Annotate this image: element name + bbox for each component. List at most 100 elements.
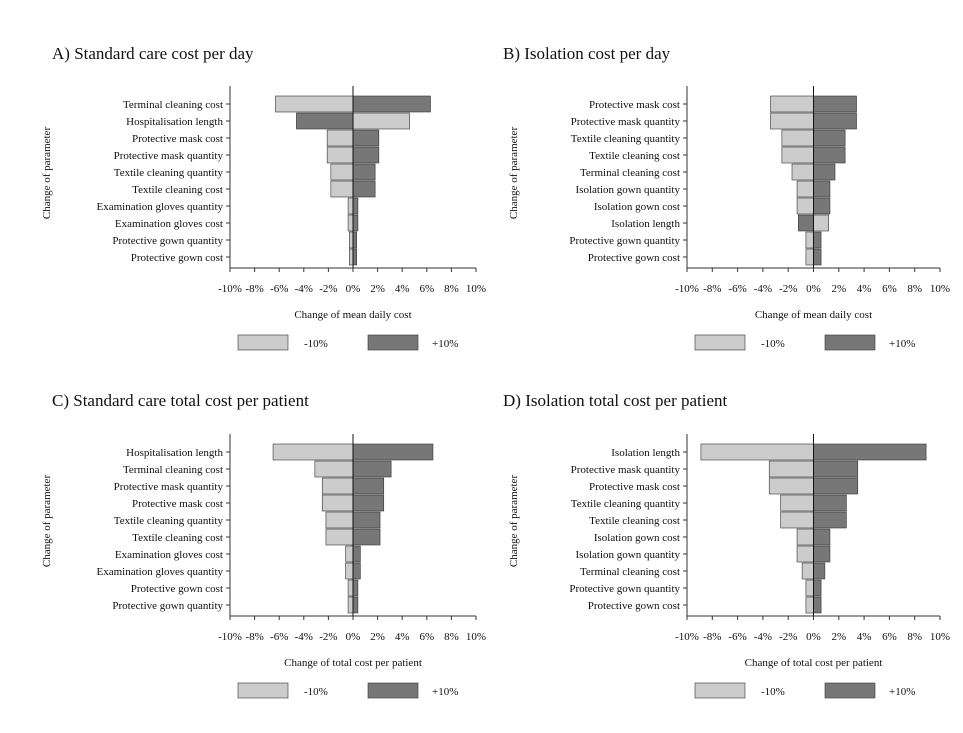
category-label: Protective gown quantity	[569, 583, 680, 595]
category-label: Protective mask cost	[589, 481, 680, 493]
panel-title: D) Isolation total cost per patient	[503, 391, 728, 410]
bar-minus-10	[805, 579, 814, 597]
bar-plus-10	[813, 95, 857, 113]
bar-minus-10	[347, 197, 354, 215]
x-tick-label: -10%	[675, 283, 699, 295]
x-tick-label: -2%	[779, 631, 797, 643]
y-axis-title: Change of parameter	[41, 475, 53, 568]
x-tick-label: -8%	[245, 283, 263, 295]
bar-minus-10	[770, 95, 814, 113]
category-label: Examination gloves quantity	[97, 201, 224, 213]
bar-minus-10	[314, 460, 354, 478]
bar-plus-10	[813, 477, 859, 495]
x-tick-label: -8%	[245, 631, 263, 643]
bar-plus-10	[813, 112, 857, 130]
legend-swatch-minus	[694, 334, 746, 351]
bar-plus-10	[798, 214, 814, 232]
category-label: Protective gown cost	[588, 252, 680, 264]
bar-minus-10	[781, 129, 814, 147]
bar-minus-10	[272, 443, 354, 461]
bar-minus-10	[330, 163, 354, 181]
category-label: Textile cleaning cost	[132, 184, 223, 196]
bar-plus-10	[352, 129, 380, 147]
x-tick-label: -4%	[295, 631, 313, 643]
category-label: Textile cleaning cost	[589, 515, 680, 527]
y-axis-title: Change of parameter	[41, 127, 53, 220]
x-tick-label: 10%	[930, 631, 950, 643]
bar-minus-10	[700, 443, 814, 461]
x-tick-label: 8%	[444, 283, 459, 295]
bar-minus-10	[347, 579, 354, 597]
legend-label-plus: +10%	[889, 338, 915, 350]
category-label: Isolation length	[611, 218, 680, 230]
x-tick-label: 2%	[370, 631, 385, 643]
bar-minus-10	[791, 163, 814, 181]
category-label: Protective mask quantity	[571, 116, 681, 128]
legend-swatch-minus	[694, 682, 746, 699]
category-label: Protective gown cost	[588, 600, 680, 612]
bar-minus-10	[325, 511, 354, 529]
x-tick-label: 2%	[370, 283, 385, 295]
bar-minus-10	[805, 596, 814, 614]
bar-plus-10	[352, 214, 359, 232]
bar-minus-10	[321, 494, 354, 512]
x-tick-label: 6%	[882, 631, 897, 643]
category-label: Textile cleaning quantity	[571, 133, 681, 145]
category-label: Protective mask cost	[589, 99, 680, 111]
legend-swatch-plus	[367, 682, 419, 699]
x-tick-label: 8%	[444, 631, 459, 643]
bar-minus-10	[781, 146, 814, 164]
x-tick-label: -2%	[319, 283, 337, 295]
x-tick-label: 10%	[466, 631, 486, 643]
x-axis-title: Change of mean daily cost	[294, 309, 411, 321]
x-tick-label: -2%	[779, 283, 797, 295]
bar-minus-10	[325, 528, 354, 546]
bar-minus-10	[347, 596, 354, 614]
bar-plus-10	[813, 528, 831, 546]
x-tick-label: -10%	[218, 283, 242, 295]
x-tick-label: 10%	[466, 283, 486, 295]
legend-swatch-plus	[367, 334, 419, 351]
bar-plus-10	[352, 494, 385, 512]
x-tick-label: 4%	[857, 631, 872, 643]
category-label: Isolation gown cost	[594, 532, 680, 544]
bar-minus-10	[321, 477, 354, 495]
category-label: Protective mask quantity	[571, 464, 681, 476]
category-label: Protective mask cost	[132, 133, 223, 145]
bar-plus-10	[813, 460, 859, 478]
x-tick-label: -6%	[728, 283, 746, 295]
bar-minus-10	[780, 511, 814, 529]
x-tick-label: 0%	[346, 283, 361, 295]
x-tick-label: 6%	[882, 283, 897, 295]
bar-plus-10	[352, 248, 357, 266]
category-label: Isolation gown quantity	[576, 549, 681, 561]
x-tick-label: -4%	[754, 631, 772, 643]
bar-plus-10	[352, 562, 361, 580]
category-label: Examination gloves cost	[115, 218, 223, 230]
category-label: Protective gown cost	[131, 252, 223, 264]
category-label: Protective gown quantity	[569, 235, 680, 247]
bar-plus-10	[352, 146, 380, 164]
bar-plus-10	[813, 545, 831, 563]
bar-minus-10	[345, 562, 354, 580]
y-axis-title: Change of parameter	[508, 475, 520, 568]
category-label: Textile cleaning cost	[589, 150, 680, 162]
category-label: Protective mask quantity	[114, 481, 224, 493]
bar-minus-10	[275, 95, 354, 113]
category-label: Textile cleaning cost	[132, 532, 223, 544]
x-tick-label: 8%	[907, 631, 922, 643]
x-tick-label: 4%	[857, 283, 872, 295]
x-tick-label: 6%	[419, 631, 434, 643]
x-axis-title: Change of total cost per patient	[284, 657, 422, 669]
legend-label-minus: -10%	[304, 686, 328, 698]
bar-plus-10	[352, 579, 359, 597]
category-label: Protective gown quantity	[112, 235, 223, 247]
bar-plus-10	[813, 579, 822, 597]
panel-title: B) Isolation cost per day	[503, 44, 671, 63]
category-label: Isolation gown cost	[594, 201, 680, 213]
bar-plus-10	[813, 129, 846, 147]
category-label: Textile cleaning quantity	[114, 515, 224, 527]
bar-minus-10	[349, 231, 354, 249]
bar-minus-10	[326, 129, 354, 147]
